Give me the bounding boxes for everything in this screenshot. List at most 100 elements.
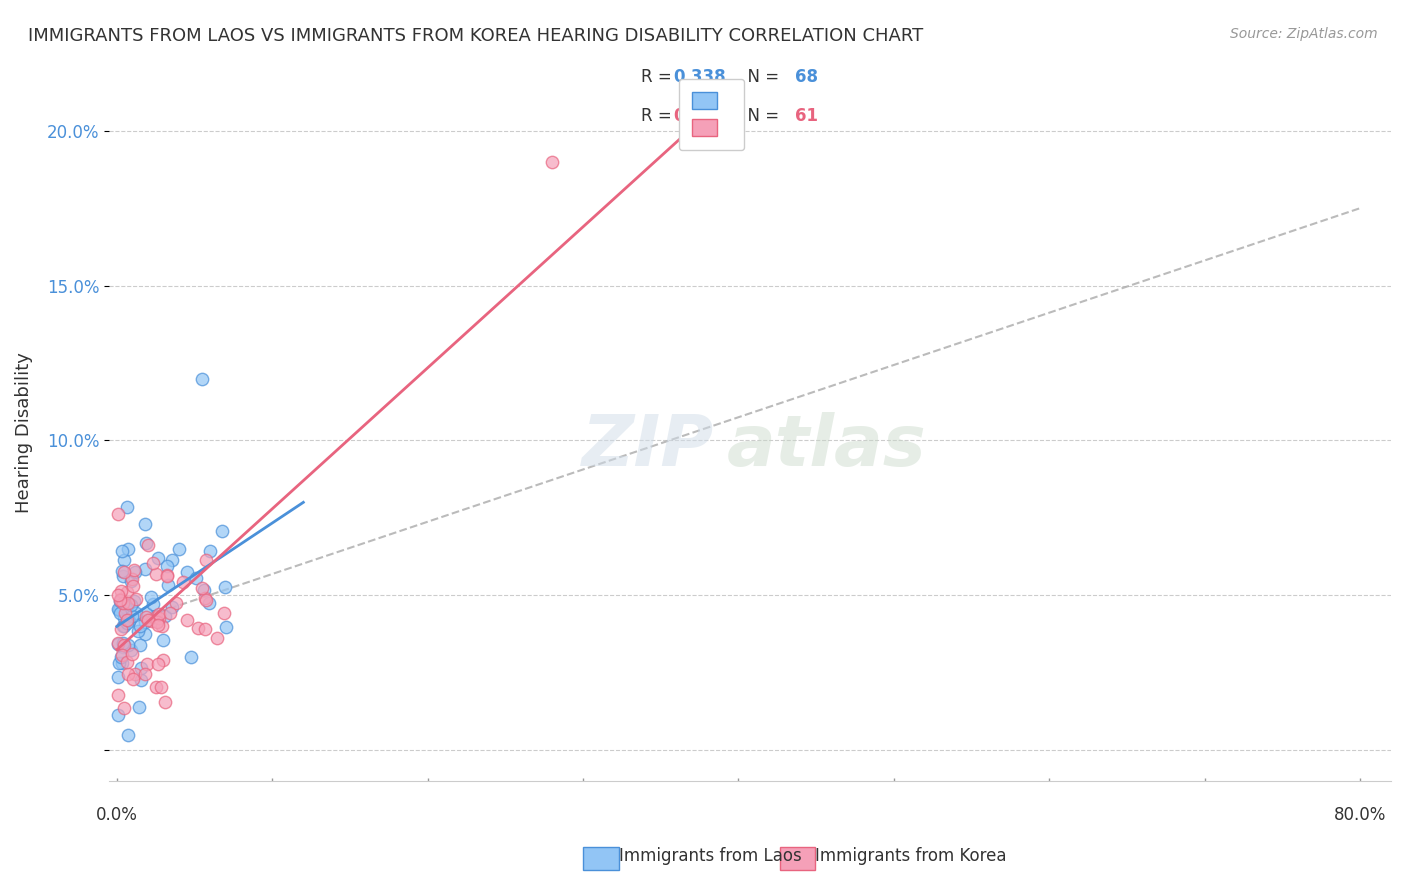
Point [135, 536, 157, 550]
Point [107, 637, 129, 651]
Point [107, 602, 129, 616]
Point [134, 666, 156, 681]
Point [136, 613, 159, 627]
Point [112, 619, 135, 633]
Point [110, 649, 132, 664]
Point [125, 591, 148, 606]
Point [156, 569, 179, 583]
Point [110, 592, 132, 607]
Point [142, 597, 165, 611]
Point [135, 606, 157, 620]
Point [115, 584, 138, 599]
Text: N =: N = [737, 69, 785, 87]
Point [191, 371, 214, 385]
Text: R =: R = [641, 107, 678, 125]
Point [108, 594, 131, 608]
Point [117, 613, 139, 627]
Text: 68: 68 [794, 69, 818, 87]
Point [194, 593, 217, 607]
Point [107, 707, 129, 722]
Point [107, 670, 129, 684]
Point [169, 542, 191, 557]
Point [139, 590, 162, 604]
Point [211, 524, 233, 538]
Point [117, 667, 139, 681]
Point [146, 657, 169, 672]
Point [207, 632, 229, 646]
Point [149, 680, 172, 694]
Point [112, 701, 135, 715]
Point [120, 599, 142, 613]
Point [121, 572, 143, 586]
Point [129, 638, 152, 652]
Point [117, 613, 139, 627]
Point [172, 574, 194, 589]
Text: Source: ZipAtlas.com: Source: ZipAtlas.com [1230, 27, 1378, 41]
Point [155, 695, 177, 709]
Point [145, 681, 167, 695]
Point [118, 615, 141, 629]
Point [107, 603, 129, 617]
Point [115, 655, 138, 669]
Point [124, 565, 146, 579]
Point [165, 596, 187, 610]
Point [146, 617, 169, 632]
Text: IMMIGRANTS FROM LAOS VS IMMIGRANTS FROM KOREA HEARING DISABILITY CORRELATION CHA: IMMIGRANTS FROM LAOS VS IMMIGRANTS FROM … [28, 27, 924, 45]
Point [117, 638, 139, 652]
Text: Immigrants from Korea: Immigrants from Korea [815, 847, 1007, 865]
Point [112, 638, 135, 652]
Point [124, 666, 146, 681]
Point [107, 635, 129, 649]
Point [156, 558, 179, 573]
Point [122, 563, 145, 577]
Point [180, 649, 202, 664]
Point [115, 600, 138, 615]
Point [145, 567, 167, 582]
Point [176, 565, 198, 579]
Point [110, 592, 132, 607]
Text: Immigrants from Laos: Immigrants from Laos [619, 847, 801, 865]
Point [111, 656, 134, 670]
Text: atlas: atlas [727, 412, 927, 481]
Point [112, 635, 135, 649]
Point [135, 657, 157, 671]
Text: 61: 61 [794, 107, 818, 125]
Point [159, 607, 181, 621]
Point [138, 538, 160, 552]
Point [135, 610, 157, 624]
Point [110, 544, 132, 558]
Point [112, 552, 135, 566]
Point [146, 615, 169, 629]
Legend: , : , [679, 78, 744, 150]
Point [152, 619, 174, 633]
Point [112, 611, 135, 625]
Point [194, 591, 217, 606]
Point [110, 583, 132, 598]
Text: 0.0%: 0.0% [96, 805, 138, 824]
Point [200, 543, 222, 558]
Point [110, 622, 132, 636]
Point [112, 569, 135, 583]
Point [212, 606, 235, 620]
Point [127, 624, 149, 638]
Point [156, 567, 179, 582]
Text: 0.338: 0.338 [673, 69, 725, 87]
Point [117, 728, 139, 742]
Text: 80.0%: 80.0% [1334, 805, 1386, 824]
Point [145, 610, 167, 624]
Point [120, 574, 142, 588]
Point [193, 582, 215, 597]
Point [157, 578, 180, 592]
Point [198, 596, 221, 610]
Point [115, 615, 138, 630]
Point [122, 579, 145, 593]
Point [117, 597, 139, 611]
Point [107, 507, 129, 521]
Text: ZIP: ZIP [581, 412, 714, 481]
Point [115, 500, 138, 514]
Point [541, 154, 564, 169]
Point [114, 606, 136, 620]
Point [111, 640, 134, 655]
Point [153, 609, 176, 624]
Y-axis label: Hearing Disability: Hearing Disability [15, 352, 32, 513]
